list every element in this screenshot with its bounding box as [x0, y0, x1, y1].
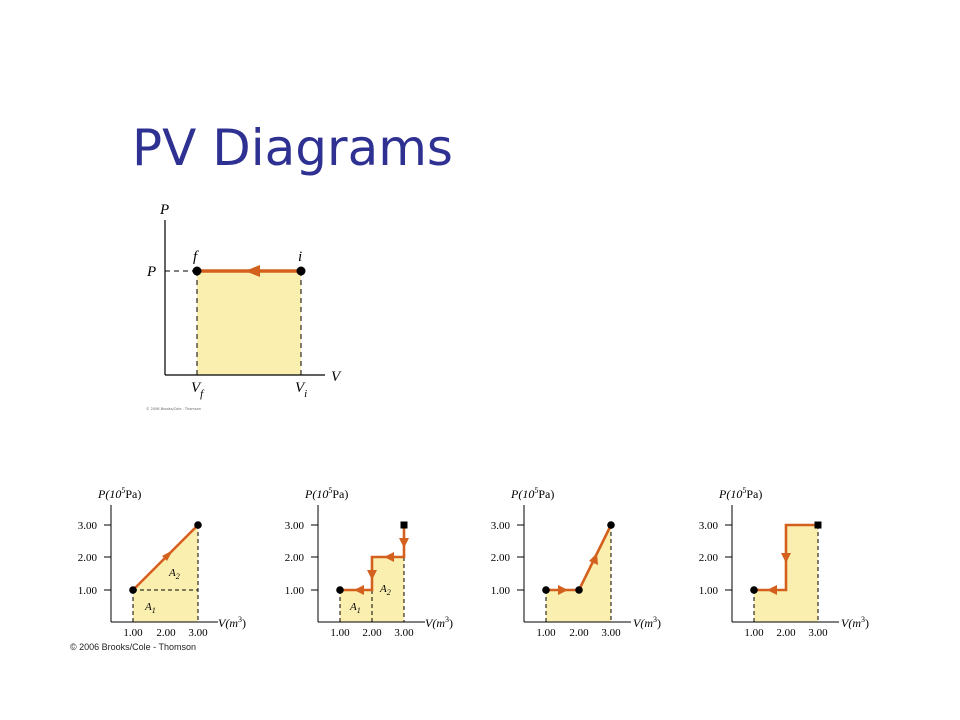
y-tick-label-2: 2.00	[491, 552, 511, 564]
point-i-label: i	[298, 249, 302, 265]
arrow-right	[558, 585, 568, 595]
arrow-up-right	[589, 553, 598, 565]
x-tick-label-3: 3.00	[394, 627, 414, 639]
area-a1-label: A1	[349, 601, 361, 615]
vf-label: Vf	[191, 380, 205, 400]
y-axis-label: P(105Pa)	[718, 486, 762, 501]
y-tick-label-1: 1.00	[699, 585, 719, 597]
x-tick-label-1: 1.00	[536, 627, 556, 639]
x-tick-label-3: 3.00	[601, 627, 621, 639]
area-a2-label: A2	[379, 583, 391, 597]
end-point	[400, 521, 408, 529]
slide-title: PV Diagrams	[132, 119, 453, 177]
copyright-credit: © 2006 Brooks/Cole - Thomson	[70, 642, 197, 652]
process-arrow	[162, 550, 173, 561]
x-tick-label-1: 1.00	[744, 627, 764, 639]
x-axis-label: V(m3)	[425, 615, 453, 630]
start-point	[129, 586, 137, 594]
x-axis-label: V(m3)	[841, 615, 869, 630]
point-f	[192, 266, 202, 276]
start-point	[336, 586, 344, 594]
y-tick-label-2: 2.00	[285, 552, 305, 564]
x-tick-label-1: 1.00	[123, 627, 143, 639]
x-tick-label-3: 3.00	[808, 627, 828, 639]
y-axis-label: P(105Pa)	[304, 486, 348, 501]
mid-point	[575, 586, 583, 594]
v-axis-label: V	[331, 369, 342, 385]
work-area	[546, 525, 611, 622]
x-tick-label-2: 2.00	[776, 627, 796, 639]
arrow-down	[781, 553, 791, 563]
point-i	[296, 266, 306, 276]
y-tick-label-3: 3.00	[491, 520, 511, 532]
p-axis-label: P	[159, 202, 169, 218]
y-tick-label-2: 2.00	[78, 552, 98, 564]
x-tick-label-2: 2.00	[156, 627, 176, 639]
y-tick-label-1: 1.00	[78, 585, 98, 597]
main-pv-diagram: P V P f i Vf Vi © 2006 Brooks/Cole - Tho…	[146, 202, 342, 411]
y-axis-label: P(105Pa)	[510, 486, 554, 501]
vi-label: Vi	[295, 380, 307, 400]
arrow-left-lower	[354, 585, 364, 595]
y-tick-label-3: 3.00	[78, 520, 98, 532]
x-axis-label: V(m3)	[218, 615, 246, 630]
pv-graph-3: P(105Pa) 1.00 2.00 3.00 1.00 2.00 3.00 V…	[491, 486, 661, 639]
start-point	[814, 521, 822, 529]
x-tick-label-1: 1.00	[330, 627, 350, 639]
x-tick-label-2: 2.00	[362, 627, 382, 639]
y-tick-label-2: 2.00	[699, 552, 719, 564]
end-point	[194, 521, 202, 529]
end-point	[607, 521, 615, 529]
y-tick-label-1: 1.00	[491, 585, 511, 597]
arrow-down-mid	[367, 570, 377, 580]
x-tick-label-3: 3.00	[188, 627, 208, 639]
point-f-label: f	[193, 249, 199, 265]
x-tick-label-2: 2.00	[569, 627, 589, 639]
start-point	[542, 586, 550, 594]
pv-graph-2: P(105Pa) 1.00 2.00 3.00 1.00 2.00 3.00 V…	[285, 486, 453, 639]
work-area	[133, 525, 198, 622]
main-diagram-credit: © 2006 Brooks/Cole - Thomson	[146, 407, 201, 411]
end-point	[750, 586, 758, 594]
arrow-down	[399, 538, 409, 548]
work-area	[197, 271, 301, 375]
pv-graph-1: P(105Pa) 1.00 2.00 3.00 1.00 2.00 3.00 V…	[78, 486, 246, 639]
y-tick-label-3: 3.00	[699, 520, 719, 532]
process-arrow	[245, 265, 260, 277]
y-tick-label-3: 3.00	[285, 520, 305, 532]
arrow-left	[767, 585, 777, 595]
pressure-label: P	[146, 264, 156, 280]
y-tick-label-1: 1.00	[285, 585, 305, 597]
pv-graph-4: P(105Pa) 1.00 2.00 3.00 1.00 2.00 3.00 V…	[699, 486, 869, 639]
arrow-left-upper	[384, 552, 394, 562]
x-axis-label: V(m3)	[633, 615, 661, 630]
area-a2-label: A2	[168, 567, 180, 581]
y-axis-label: P(105Pa)	[97, 486, 141, 501]
area-a1-label: A1	[144, 601, 156, 615]
